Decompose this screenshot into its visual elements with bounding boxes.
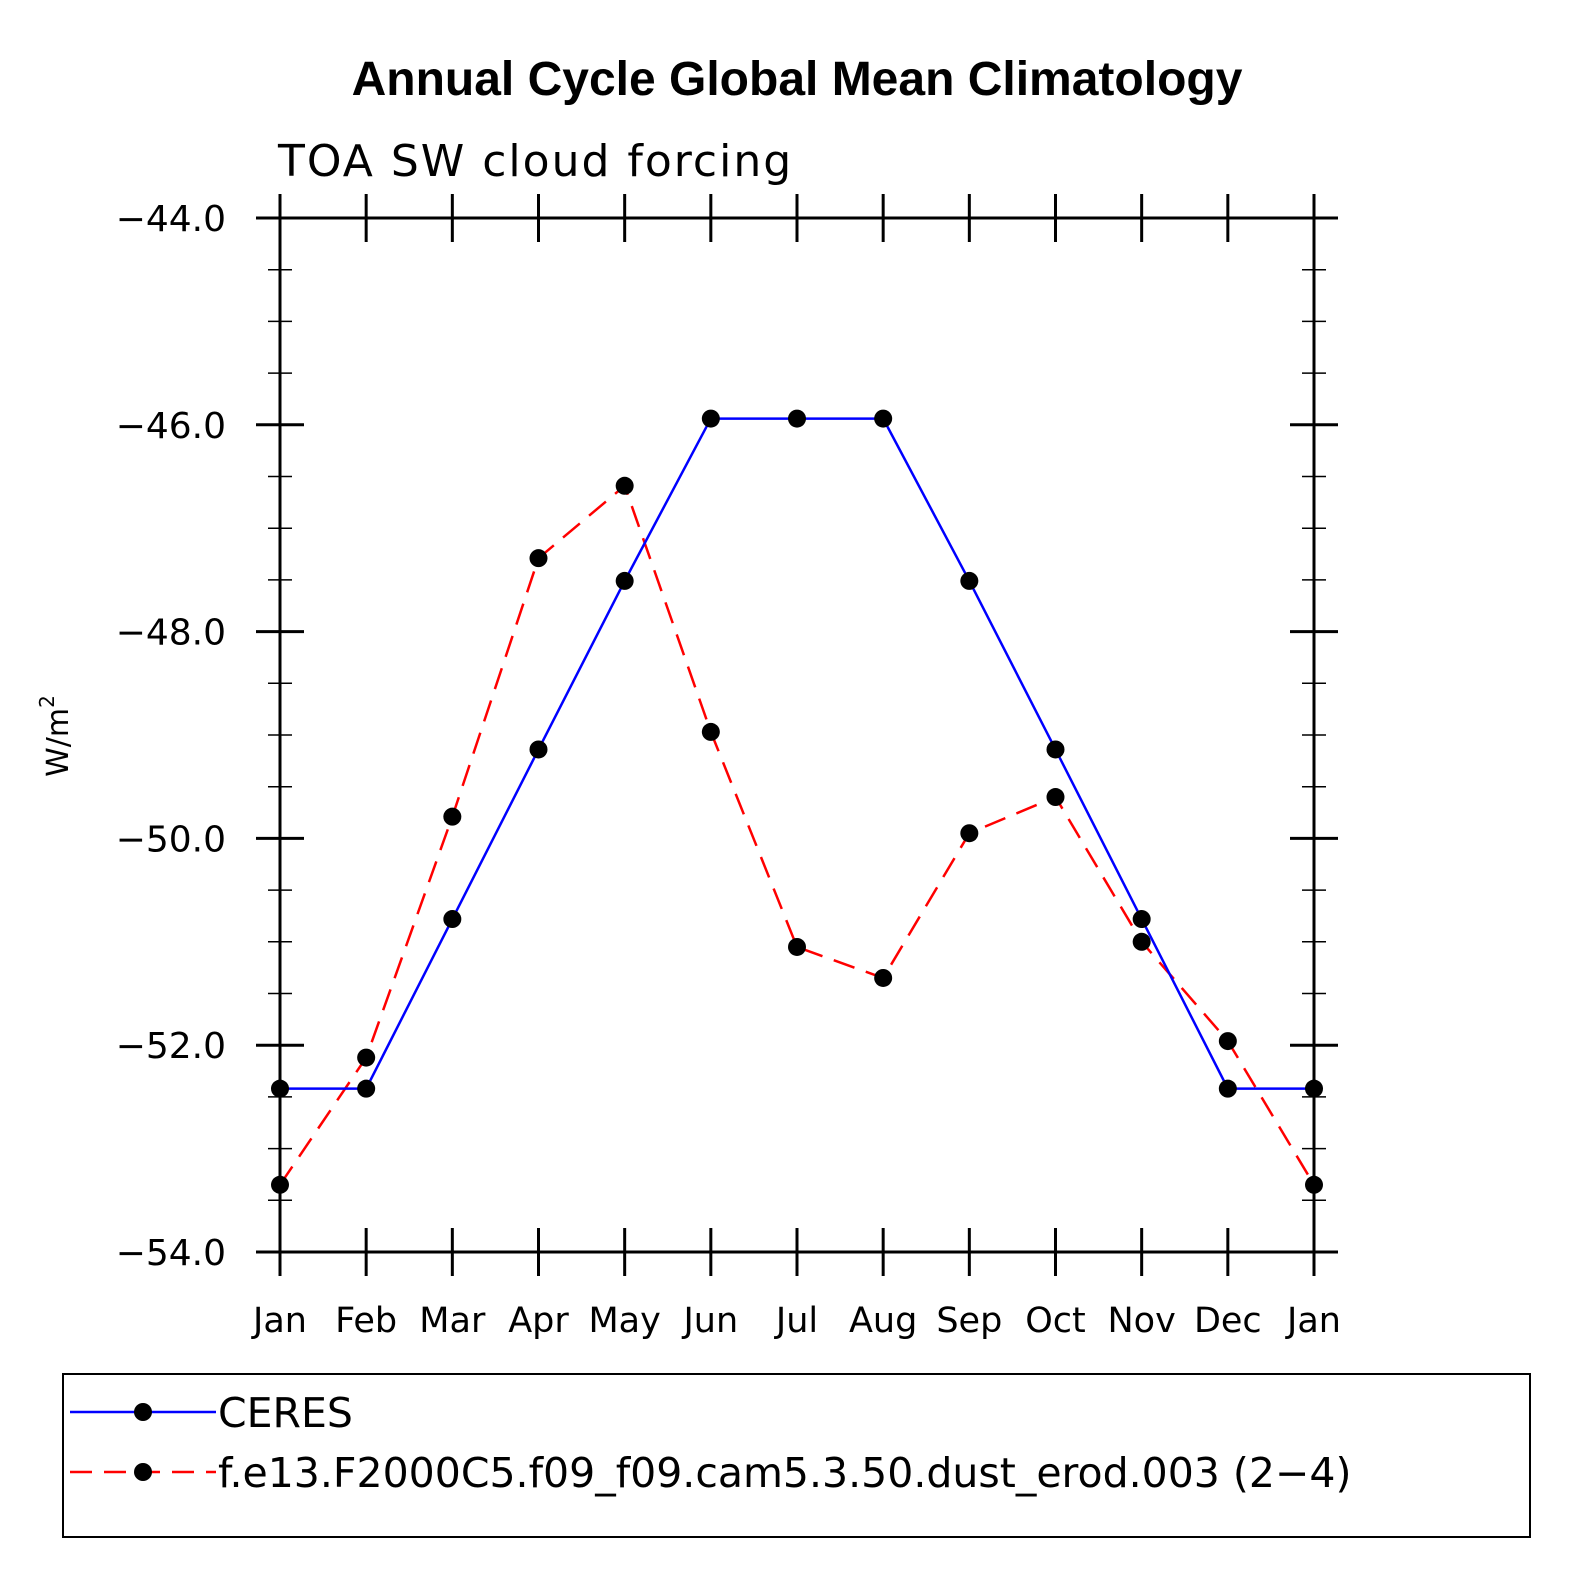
series-0-point <box>615 571 634 590</box>
series-0-point <box>1046 740 1065 759</box>
series-0-point <box>529 740 548 759</box>
x-tick-label: Aug <box>849 1301 917 1341</box>
series-0-point <box>443 910 462 929</box>
y-tick-label: −44.0 <box>116 199 226 240</box>
series-1-point <box>443 807 462 826</box>
series-layer <box>271 409 1323 1194</box>
y-tick-label: −48.0 <box>116 613 226 654</box>
y-axis-label-text: W/m <box>41 708 76 777</box>
y-tick-label: −54.0 <box>116 1233 226 1274</box>
x-tick-label: Jan <box>251 1301 307 1341</box>
chart-subtitle: TOA SW cloud forcing <box>277 136 793 187</box>
series-0-point <box>1132 910 1151 929</box>
x-tick-label: Jun <box>681 1301 738 1341</box>
series-1-point <box>1046 788 1065 807</box>
x-tick-label: Nov <box>1108 1301 1176 1341</box>
x-tick-label: Apr <box>508 1301 569 1341</box>
y-axis-label-superscript: 2 <box>35 695 59 708</box>
x-tick-label: Sep <box>936 1301 1002 1341</box>
series-1-point <box>1305 1175 1323 1194</box>
series-0-point <box>874 409 893 428</box>
series-0-point <box>357 1079 376 1098</box>
x-tick-label: Oct <box>1025 1301 1086 1341</box>
y-axis-label: W/m2 <box>35 695 76 777</box>
series-1-point <box>615 476 634 495</box>
series-1-point <box>701 722 720 741</box>
series-0-point <box>1305 1079 1323 1098</box>
series-1-point <box>1218 1032 1237 1051</box>
series-0-point <box>960 571 979 590</box>
series-1-point <box>271 1175 289 1194</box>
y-tick-label: −50.0 <box>116 819 226 860</box>
x-tick-label: Dec <box>1194 1301 1262 1341</box>
svg-text:W/m2: W/m2 <box>35 695 76 777</box>
x-tick-label: Mar <box>419 1301 486 1341</box>
legend-label-1: f.e13.F2000C5.f09_f09.cam5.3.50.dust_ero… <box>218 1449 1351 1497</box>
series-line-0 <box>280 417 1314 1090</box>
series-0-point <box>701 409 720 428</box>
series-0-point <box>1218 1079 1237 1098</box>
legend-marker-0 <box>134 1403 152 1421</box>
x-tick-label: Jul <box>774 1301 818 1341</box>
x-tick-label: May <box>588 1301 660 1341</box>
series-1-point <box>960 824 979 843</box>
series-1-point <box>874 968 893 987</box>
series-0-point <box>271 1079 289 1098</box>
x-tick-label: Jan <box>1285 1301 1341 1341</box>
axes-layer: Jan Feb Mar Apr May Jun Jul Aug Sep Oct Nov Dec Jan−… <box>116 194 1341 1341</box>
series-1-point <box>1132 932 1151 951</box>
legend-box <box>62 1373 1531 1538</box>
series-1-point <box>357 1048 376 1067</box>
legend-marker-1 <box>134 1463 152 1481</box>
series-1-point <box>788 937 806 956</box>
legend-label-0: CERES <box>218 1389 353 1437</box>
x-tick-label: Feb <box>335 1301 397 1341</box>
plot-frame <box>278 216 1316 1254</box>
series-1-point <box>529 549 548 568</box>
series-0-point <box>788 409 806 428</box>
y-tick-label: −52.0 <box>116 1026 226 1067</box>
legend: CERES f.e13.F2000C5.f09_f09.cam5.3.50.dus… <box>70 1389 1351 1497</box>
chart-title: Annual Cycle Global Mean Climatology <box>352 53 1243 106</box>
y-tick-label: −46.0 <box>116 406 226 447</box>
series-line-1 <box>278 483 1316 1186</box>
